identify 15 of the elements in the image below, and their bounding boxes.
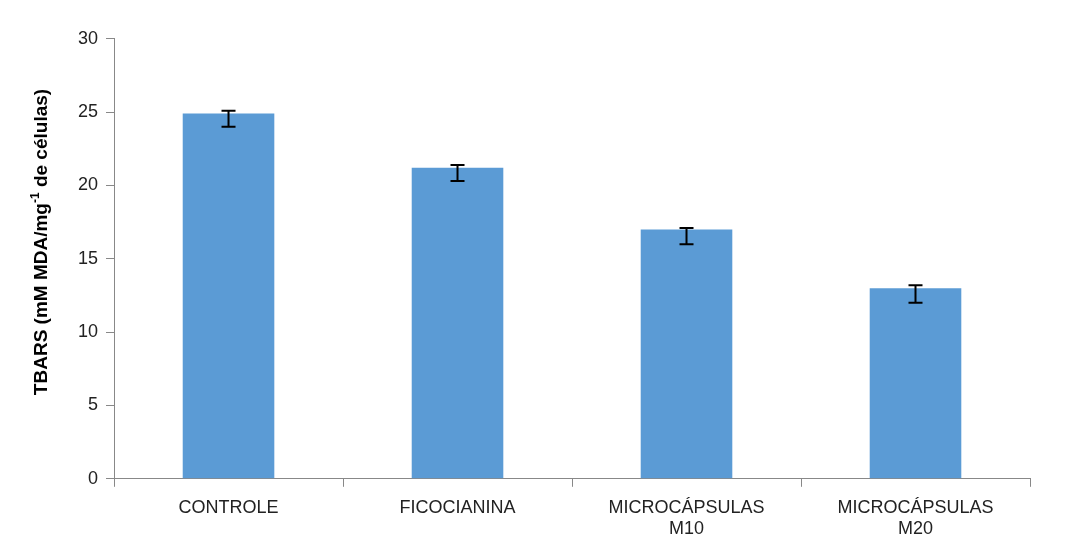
bar (640, 229, 733, 479)
x-tick-label: CONTROLE (178, 496, 279, 517)
bar (411, 167, 504, 479)
y-tick-label: 25 (77, 101, 99, 122)
y-tick-label: 5 (88, 394, 99, 415)
y-tick-label: 30 (77, 27, 99, 48)
x-tick-label: FICOCIANINA (399, 496, 516, 517)
bar (869, 288, 962, 479)
x-tick-label: MICROCÁPSULAS M20 (837, 496, 994, 539)
y-tick-label: 20 (77, 174, 99, 195)
y-tick-label: 10 (77, 321, 99, 342)
y-tick-label: 0 (88, 467, 99, 488)
bar (182, 113, 275, 479)
x-tick-label: MICROCÁPSULAS M10 (608, 496, 765, 539)
y-tick-label: 15 (77, 247, 99, 268)
